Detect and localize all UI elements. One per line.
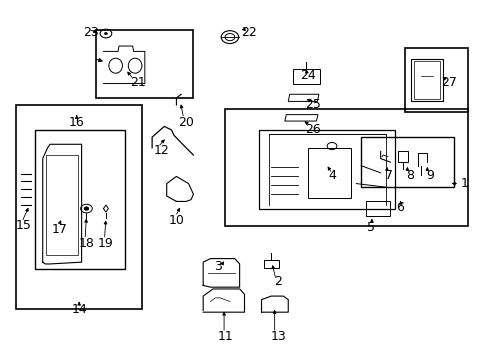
- Bar: [410, 59, 442, 102]
- Text: 12: 12: [154, 144, 169, 157]
- Circle shape: [84, 207, 88, 210]
- Bar: [46, 155, 78, 255]
- Bar: [16, 105, 142, 309]
- Text: 6: 6: [395, 202, 403, 215]
- Text: 24: 24: [299, 69, 315, 82]
- Bar: [404, 48, 467, 112]
- Text: 8: 8: [405, 169, 413, 182]
- Text: 27: 27: [440, 76, 456, 89]
- Text: 23: 23: [83, 26, 99, 39]
- Bar: [413, 61, 439, 99]
- Text: 15: 15: [15, 219, 31, 232]
- Text: 17: 17: [52, 223, 67, 236]
- Text: 5: 5: [366, 221, 374, 234]
- Bar: [35, 130, 125, 269]
- Text: 26: 26: [304, 123, 320, 136]
- Text: 19: 19: [98, 237, 114, 250]
- Text: 7: 7: [385, 169, 392, 182]
- Text: 1: 1: [460, 177, 468, 190]
- Text: 16: 16: [69, 116, 84, 129]
- Bar: [366, 202, 389, 216]
- Circle shape: [104, 32, 107, 35]
- Text: 9: 9: [426, 169, 433, 182]
- Text: 13: 13: [270, 330, 286, 343]
- Bar: [96, 30, 193, 98]
- Text: 2: 2: [274, 275, 282, 288]
- Text: 4: 4: [327, 169, 335, 182]
- Text: 18: 18: [79, 237, 94, 250]
- Bar: [259, 130, 394, 208]
- Bar: [224, 109, 467, 226]
- Text: 21: 21: [129, 76, 145, 89]
- Text: 25: 25: [304, 98, 320, 111]
- Bar: [361, 137, 453, 187]
- Text: 20: 20: [178, 116, 194, 129]
- Text: 14: 14: [71, 303, 87, 316]
- Text: 11: 11: [217, 330, 232, 343]
- Text: 3: 3: [213, 260, 221, 273]
- Bar: [264, 260, 278, 267]
- Text: 22: 22: [241, 26, 257, 39]
- Text: 10: 10: [168, 214, 184, 227]
- Bar: [292, 69, 319, 84]
- Bar: [307, 148, 351, 198]
- Bar: [397, 152, 407, 162]
